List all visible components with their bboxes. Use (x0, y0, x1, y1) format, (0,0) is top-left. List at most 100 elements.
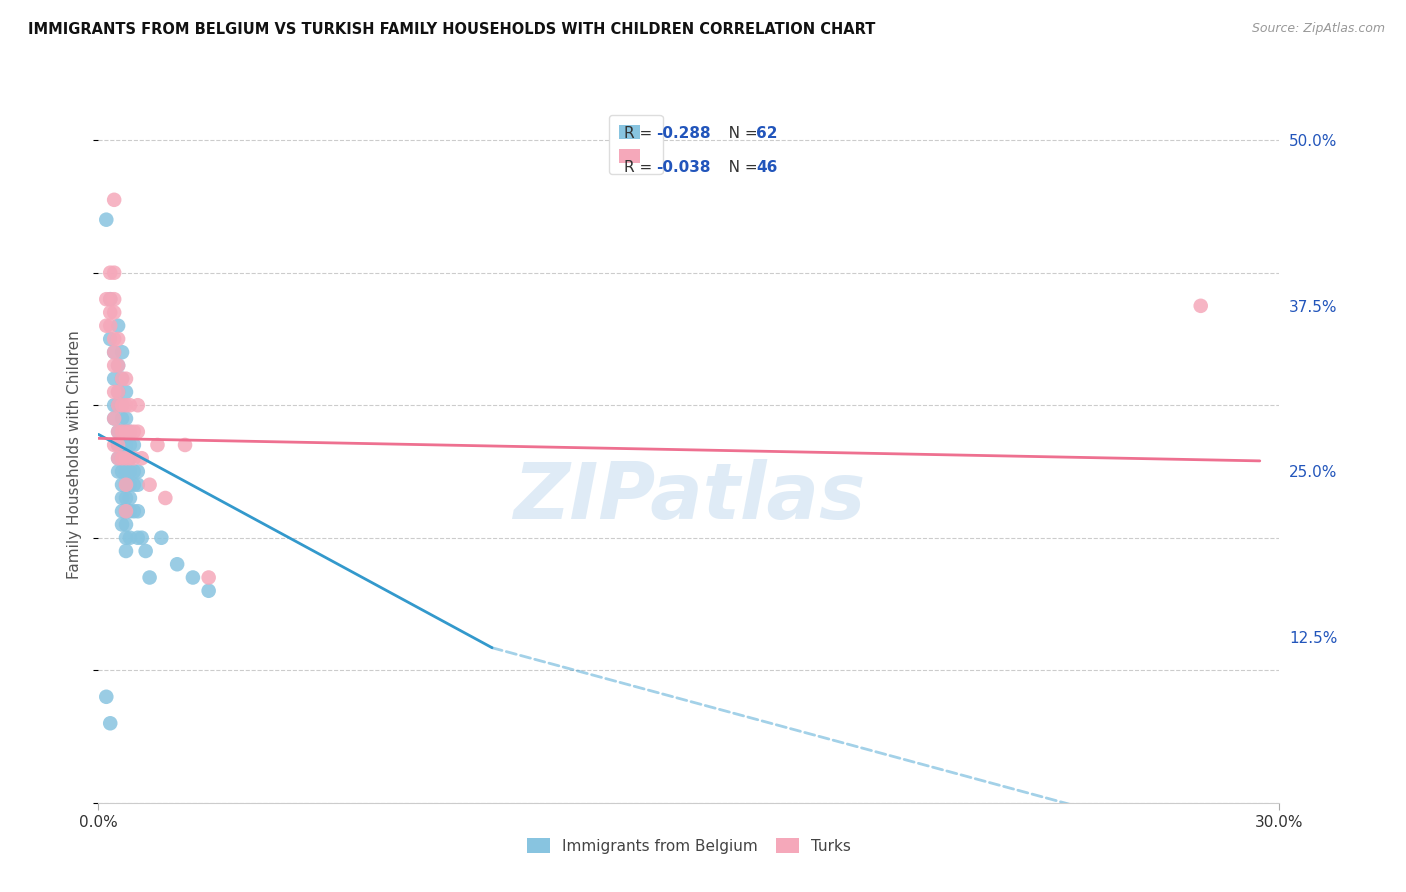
Text: -0.288: -0.288 (657, 127, 711, 141)
Point (118, 451, 141, 466)
Point (111, 411, 134, 425)
Point (107, 398, 129, 412)
Point (98, 318, 121, 333)
Point (115, 504, 138, 518)
Text: ZIPatlas: ZIPatlas (513, 458, 865, 534)
Point (98, 292, 121, 306)
Point (122, 438, 145, 452)
Point (118, 438, 141, 452)
Point (115, 411, 138, 425)
Point (96, 212, 118, 227)
Point (107, 384, 129, 399)
Point (103, 266, 125, 280)
Text: R =: R = (624, 127, 657, 141)
Point (115, 517, 138, 532)
Text: 46: 46 (756, 161, 778, 175)
Point (118, 491, 141, 505)
Y-axis label: Family Households with Children: Family Households with Children (67, 331, 83, 579)
Point (127, 504, 149, 518)
Point (118, 451, 141, 466)
Point (96, 318, 118, 333)
Point (115, 491, 138, 505)
Point (111, 438, 134, 452)
Point (103, 411, 125, 425)
Point (115, 504, 138, 518)
Point (131, 531, 153, 545)
Point (111, 425, 134, 439)
Point (107, 425, 129, 439)
Point (150, 531, 173, 545)
Text: 62: 62 (756, 127, 778, 141)
Point (1189, 299, 1212, 313)
Point (107, 398, 129, 412)
Point (122, 504, 145, 518)
Legend: Immigrants from Belgium, Turks: Immigrants from Belgium, Turks (519, 830, 859, 862)
Point (96, 292, 118, 306)
Point (197, 583, 219, 598)
Text: N =: N = (714, 127, 762, 141)
Point (111, 398, 134, 412)
Point (103, 411, 125, 425)
Point (115, 438, 138, 452)
Point (118, 425, 141, 439)
Text: R =: R = (624, 161, 657, 175)
Point (115, 372, 138, 386)
Point (98, 305, 121, 319)
Point (111, 465, 134, 479)
Point (111, 345, 134, 359)
Point (111, 491, 134, 505)
Point (111, 517, 134, 532)
Point (115, 477, 138, 491)
Text: N =: N = (714, 161, 762, 175)
Point (131, 451, 153, 466)
Point (115, 425, 138, 439)
Point (103, 345, 125, 359)
Point (197, 570, 219, 584)
Point (103, 345, 125, 359)
Text: -0.038: -0.038 (657, 161, 711, 175)
Point (98, 332, 121, 346)
Point (107, 318, 129, 333)
Point (115, 398, 138, 412)
Point (118, 465, 141, 479)
Point (107, 332, 129, 346)
Point (103, 398, 125, 412)
Point (115, 451, 138, 466)
Point (118, 531, 141, 545)
Point (103, 305, 125, 319)
Point (103, 332, 125, 346)
Point (115, 531, 138, 545)
Point (107, 359, 129, 373)
Point (107, 438, 129, 452)
Point (96, 690, 118, 704)
Point (118, 504, 141, 518)
Point (107, 438, 129, 452)
Point (103, 359, 125, 373)
Point (155, 491, 177, 505)
Point (103, 193, 125, 207)
Point (135, 544, 157, 558)
Point (174, 438, 197, 452)
Point (181, 570, 204, 584)
Point (111, 372, 134, 386)
Point (111, 425, 134, 439)
Point (103, 292, 125, 306)
Point (118, 398, 141, 412)
Point (127, 477, 149, 491)
Point (107, 359, 129, 373)
Point (122, 425, 145, 439)
Point (98, 716, 121, 731)
Point (115, 425, 138, 439)
Point (111, 451, 134, 466)
Point (118, 477, 141, 491)
Point (107, 425, 129, 439)
Point (127, 531, 149, 545)
Point (122, 451, 145, 466)
Point (122, 477, 145, 491)
Point (115, 384, 138, 399)
Point (115, 544, 138, 558)
Point (127, 465, 149, 479)
Point (115, 465, 138, 479)
Point (107, 451, 129, 466)
Point (166, 558, 188, 572)
